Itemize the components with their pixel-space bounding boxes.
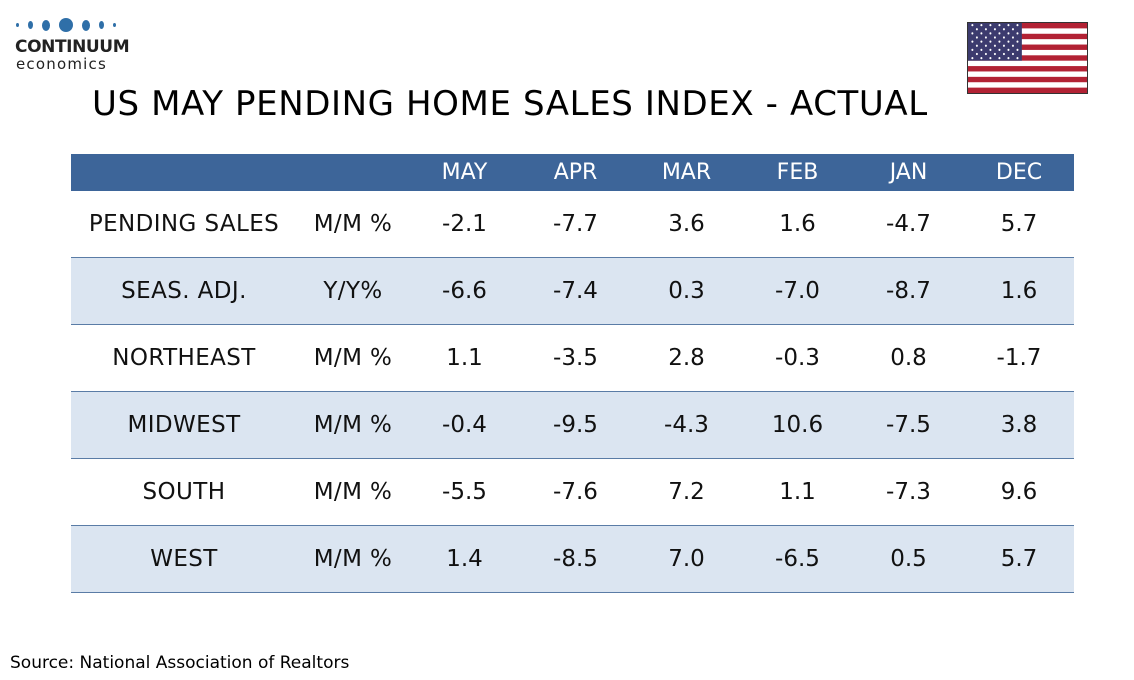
table-row: PENDING SALES M/M % -2.1 -7.7 3.6 1.6 -4… xyxy=(71,191,1074,258)
company-logo: CONTINUUM economics xyxy=(14,14,134,72)
table-row: NORTHEAST M/M % 1.1 -3.5 2.8 -0.3 0.8 -1… xyxy=(71,324,1074,392)
column-header-jan: JAN xyxy=(853,154,964,191)
row-unit: Y/Y% xyxy=(297,257,409,325)
logo-dots-icon xyxy=(14,14,134,36)
table-cell: -9.5 xyxy=(520,391,631,459)
table-header-row: MAY APR MAR FEB JAN DEC xyxy=(71,154,1074,191)
table-row: SEAS. ADJ. Y/Y% -6.6 -7.4 0.3 -7.0 -8.7 … xyxy=(71,257,1074,325)
table-cell: -7.7 xyxy=(520,191,631,258)
table-cell: -4.3 xyxy=(631,391,742,459)
table-cell: 9.6 xyxy=(964,458,1074,526)
table-row: MIDWEST M/M % -0.4 -9.5 -4.3 10.6 -7.5 3… xyxy=(71,391,1074,459)
table-cell: -7.0 xyxy=(742,257,853,325)
table-row: SOUTH M/M % -5.5 -7.6 7.2 1.1 -7.3 9.6 xyxy=(71,458,1074,526)
row-label: MIDWEST xyxy=(71,391,297,459)
row-unit: M/M % xyxy=(297,191,409,258)
column-header xyxy=(71,154,297,191)
column-header-mar: MAR xyxy=(631,154,742,191)
table-cell: 3.8 xyxy=(964,391,1074,459)
table-cell: 10.6 xyxy=(742,391,853,459)
column-header-may: MAY xyxy=(409,154,520,191)
table-cell: 0.8 xyxy=(853,324,964,392)
table-cell: 1.1 xyxy=(409,324,520,392)
column-header xyxy=(297,154,409,191)
table-cell: -7.4 xyxy=(520,257,631,325)
table-cell: -3.5 xyxy=(520,324,631,392)
table-cell: -7.5 xyxy=(853,391,964,459)
table-cell: -6.6 xyxy=(409,257,520,325)
table-cell: 0.3 xyxy=(631,257,742,325)
table-cell: 1.4 xyxy=(409,525,520,593)
table-cell: 5.7 xyxy=(964,525,1074,593)
table-cell: 2.8 xyxy=(631,324,742,392)
row-label: NORTHEAST xyxy=(71,324,297,392)
table-cell: -7.3 xyxy=(853,458,964,526)
table-cell: 1.1 xyxy=(742,458,853,526)
table-cell: -5.5 xyxy=(409,458,520,526)
row-unit: M/M % xyxy=(297,458,409,526)
row-label: SOUTH xyxy=(71,458,297,526)
table-cell: -8.5 xyxy=(520,525,631,593)
table-row: WEST M/M % 1.4 -8.5 7.0 -6.5 0.5 5.7 xyxy=(71,525,1074,593)
table-cell: 5.7 xyxy=(964,191,1074,258)
table-cell: 7.2 xyxy=(631,458,742,526)
table-cell: 3.6 xyxy=(631,191,742,258)
row-label: WEST xyxy=(71,525,297,593)
table-cell: -8.7 xyxy=(853,257,964,325)
table-cell: 0.5 xyxy=(853,525,964,593)
row-unit: M/M % xyxy=(297,324,409,392)
table-cell: -4.7 xyxy=(853,191,964,258)
row-unit: M/M % xyxy=(297,525,409,593)
logo-name-line1: CONTINUUM xyxy=(15,37,130,57)
table-cell: 7.0 xyxy=(631,525,742,593)
page-title: US MAY PENDING HOME SALES INDEX - ACTUAL xyxy=(92,84,928,124)
column-header-feb: FEB xyxy=(742,154,853,191)
us-flag-icon xyxy=(967,22,1088,94)
table-cell: -7.6 xyxy=(520,458,631,526)
pending-sales-table: MAY APR MAR FEB JAN DEC PENDING SALES M/… xyxy=(71,154,1074,593)
table-cell: -1.7 xyxy=(964,324,1074,392)
row-label: PENDING SALES xyxy=(71,191,297,258)
row-unit: M/M % xyxy=(297,391,409,459)
row-label: SEAS. ADJ. xyxy=(71,257,297,325)
logo-name-line2: economics xyxy=(16,55,107,73)
table-cell: -0.3 xyxy=(742,324,853,392)
column-header-dec: DEC xyxy=(964,154,1074,191)
table-cell: 1.6 xyxy=(742,191,853,258)
column-header-apr: APR xyxy=(520,154,631,191)
table-cell: -2.1 xyxy=(409,191,520,258)
source-note: Source: National Association of Realtors xyxy=(10,653,350,673)
table-cell: 1.6 xyxy=(964,257,1074,325)
table-cell: -0.4 xyxy=(409,391,520,459)
table-cell: -6.5 xyxy=(742,525,853,593)
